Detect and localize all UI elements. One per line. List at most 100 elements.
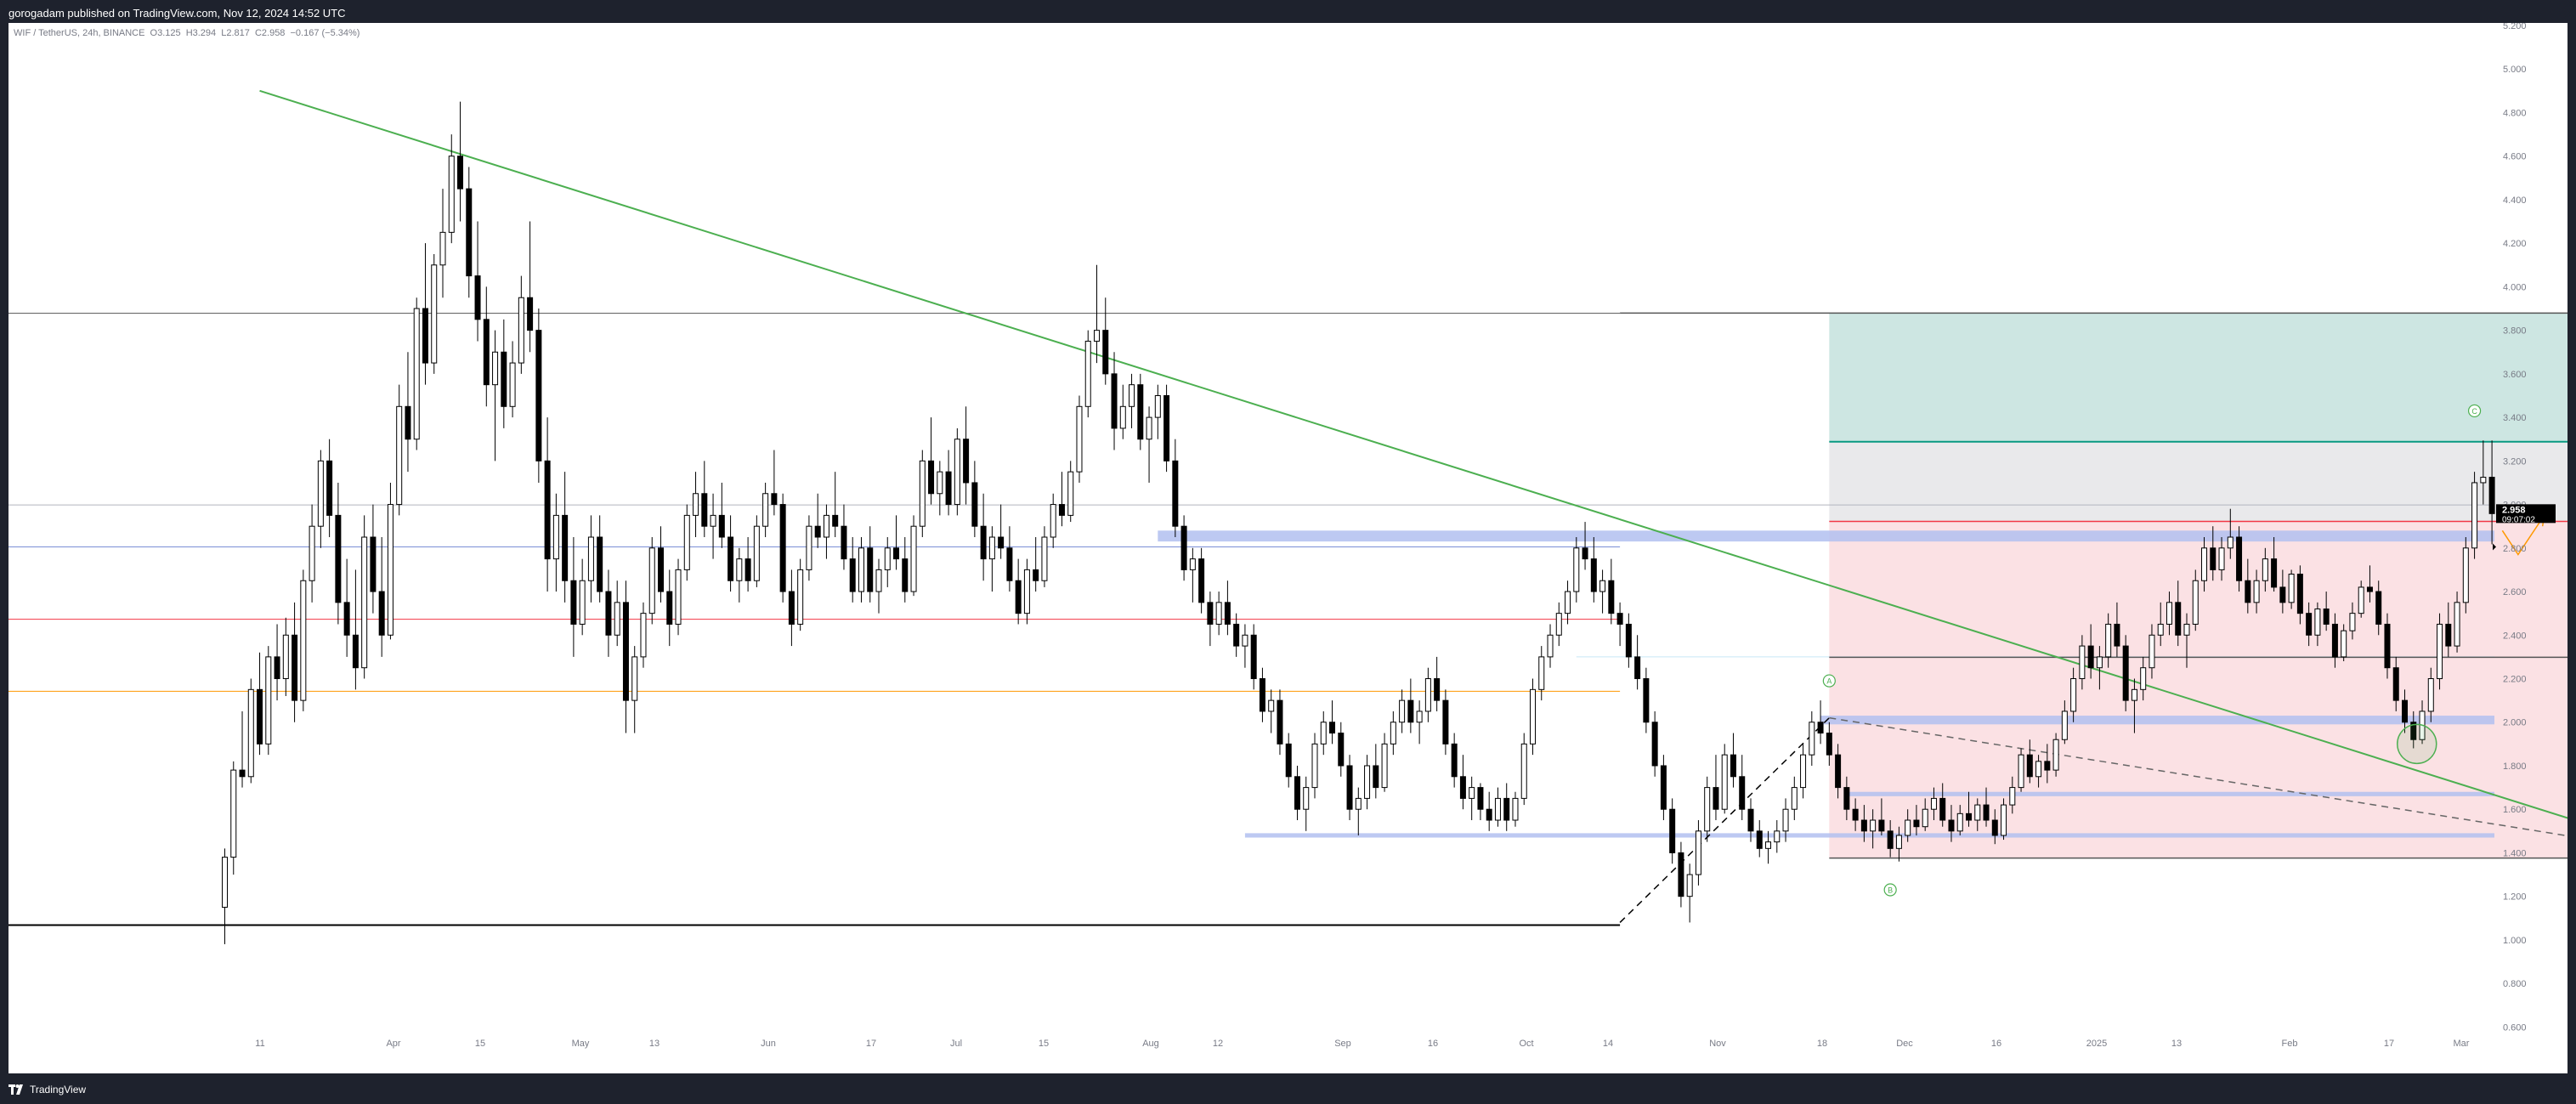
candle[interactable] xyxy=(718,482,725,548)
candle[interactable] xyxy=(1756,820,1763,858)
candle[interactable] xyxy=(387,482,393,640)
candle[interactable] xyxy=(361,515,368,679)
candle[interactable] xyxy=(1817,700,1824,744)
candle[interactable] xyxy=(1023,558,1030,625)
candle[interactable] xyxy=(928,417,935,505)
candle[interactable] xyxy=(2331,613,2338,668)
candle[interactable] xyxy=(849,537,856,603)
candle[interactable] xyxy=(605,569,612,657)
candle[interactable] xyxy=(2271,537,2278,592)
candle[interactable] xyxy=(2183,613,2190,668)
candle[interactable] xyxy=(701,461,708,537)
candle[interactable] xyxy=(1774,820,1781,853)
candle[interactable] xyxy=(2349,602,2356,640)
candle[interactable] xyxy=(1338,722,1345,777)
candle[interactable] xyxy=(230,761,237,875)
candle[interactable] xyxy=(466,167,473,298)
candle[interactable] xyxy=(2427,667,2434,722)
candle[interactable] xyxy=(2201,537,2208,592)
candle[interactable] xyxy=(753,515,760,587)
candle[interactable] xyxy=(317,450,324,548)
candle[interactable] xyxy=(1887,820,1894,858)
candle[interactable] xyxy=(509,341,516,418)
candle[interactable] xyxy=(2288,569,2295,609)
candle[interactable] xyxy=(762,482,769,537)
candle[interactable] xyxy=(884,537,891,587)
candle[interactable] xyxy=(1416,700,1423,744)
candle[interactable] xyxy=(1913,805,1920,835)
candle[interactable] xyxy=(1930,787,1937,821)
candle[interactable] xyxy=(2061,700,2068,744)
candle[interactable] xyxy=(683,504,690,581)
candle[interactable] xyxy=(2026,739,2033,784)
candle[interactable] xyxy=(744,537,751,592)
candle[interactable] xyxy=(867,526,874,603)
candle[interactable] xyxy=(1835,744,1842,799)
candle[interactable] xyxy=(1939,783,1946,827)
candle[interactable] xyxy=(2018,748,2024,792)
candle[interactable] xyxy=(2296,565,2303,625)
candle[interactable] xyxy=(2035,755,2042,788)
candle[interactable] xyxy=(1259,667,1265,722)
candle[interactable] xyxy=(1076,395,1083,483)
candle[interactable] xyxy=(2218,537,2225,581)
candle[interactable] xyxy=(2114,602,2120,657)
candle[interactable] xyxy=(658,526,664,603)
candle[interactable] xyxy=(1512,791,1519,827)
candle[interactable] xyxy=(2052,733,2059,777)
candle[interactable] xyxy=(1494,787,1501,827)
candle[interactable] xyxy=(1651,711,1658,777)
candle[interactable] xyxy=(1966,791,1972,827)
candle[interactable] xyxy=(1233,613,1240,657)
candle[interactable] xyxy=(1643,667,1650,733)
candle[interactable] xyxy=(1547,624,1554,668)
candle[interactable] xyxy=(2192,569,2199,631)
candle[interactable] xyxy=(439,189,446,298)
candle[interactable] xyxy=(292,602,298,722)
candle[interactable] xyxy=(631,646,638,733)
candle[interactable] xyxy=(1826,722,1832,766)
candle[interactable] xyxy=(622,580,629,733)
candle[interactable] xyxy=(1094,264,1100,364)
candle[interactable] xyxy=(1250,624,1257,690)
candle[interactable] xyxy=(1852,798,1859,831)
candle[interactable] xyxy=(335,482,342,625)
candle[interactable] xyxy=(1033,537,1039,592)
candle[interactable] xyxy=(282,617,289,697)
candle[interactable] xyxy=(1137,373,1144,450)
candle[interactable] xyxy=(1870,809,1877,849)
candle[interactable] xyxy=(1713,755,1719,821)
candle[interactable] xyxy=(1015,558,1022,625)
candle[interactable] xyxy=(806,515,812,581)
candle[interactable] xyxy=(2131,678,2137,733)
candle[interactable] xyxy=(2306,602,2313,647)
candle[interactable] xyxy=(265,646,272,756)
candle[interactable] xyxy=(2245,558,2251,614)
candle[interactable] xyxy=(736,547,743,603)
candle[interactable] xyxy=(2087,624,2094,679)
candle[interactable] xyxy=(2471,472,2478,559)
candle[interactable] xyxy=(2070,667,2077,722)
candle[interactable] xyxy=(2384,613,2391,679)
candle[interactable] xyxy=(2044,744,2051,784)
candle[interactable] xyxy=(693,472,699,537)
candle[interactable] xyxy=(257,652,263,756)
candle[interactable] xyxy=(1747,798,1754,842)
candle[interactable] xyxy=(963,406,970,505)
candle[interactable] xyxy=(919,450,926,537)
candle[interactable] xyxy=(1634,635,1641,690)
candle[interactable] xyxy=(1146,406,1152,483)
candle[interactable] xyxy=(1956,805,1963,835)
candle[interactable] xyxy=(1172,439,1179,537)
candle[interactable] xyxy=(2462,537,2469,614)
candle[interactable] xyxy=(1268,689,1275,733)
candle[interactable] xyxy=(222,848,228,945)
candle[interactable] xyxy=(1730,733,1736,788)
candle[interactable] xyxy=(1590,537,1597,603)
candle[interactable] xyxy=(474,221,481,342)
candle[interactable] xyxy=(2314,602,2321,647)
candle[interactable] xyxy=(431,253,438,374)
candle[interactable] xyxy=(1739,755,1746,821)
candle[interactable] xyxy=(378,537,385,657)
candle[interactable] xyxy=(2366,565,2373,603)
